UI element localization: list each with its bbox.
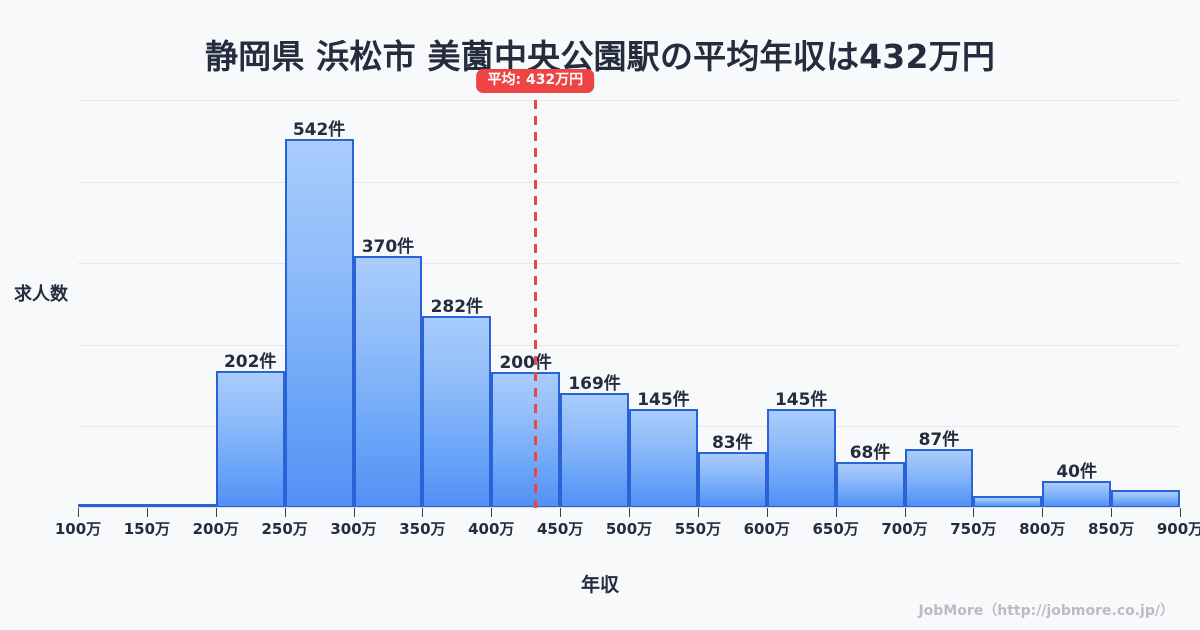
x-axis-tick [215,508,217,517]
x-axis-tick-label: 650万 [812,520,859,538]
x-axis-tick-label: 600万 [743,520,790,538]
bar-value-label: 202件 [223,351,277,372]
bar-value-label: 83件 [711,432,753,453]
gridline [78,344,1180,346]
bar [766,409,836,508]
bar-value-label: 169件 [568,374,621,395]
bar [697,451,767,508]
bar-value-label: 145件 [637,390,690,411]
x-axis-tick-label: 450万 [536,520,584,538]
x-axis-tick [973,508,975,517]
bar-value-label: 40件 [1056,461,1098,482]
x-axis-tick [1180,508,1181,517]
x-axis-tick [284,508,286,517]
gridline [78,100,1180,101]
x-axis-title: 年収 [580,574,619,596]
bar [560,393,629,508]
x-axis-tick [697,508,699,517]
x-axis-tick-label: 150万 [123,520,171,538]
bar [422,316,492,508]
bar [215,370,285,508]
x-axis-tick [78,508,79,517]
x-axis-tick [835,508,837,517]
bar [904,448,974,508]
x-axis-tick-label: 700万 [881,520,928,538]
bar-value-label: 370件 [361,237,415,258]
x-axis-tick-label: 850万 [1087,520,1135,538]
x-axis-tick [1111,508,1113,517]
x-axis-tick [629,508,630,517]
average-line [533,100,537,508]
bar-value-label: 542件 [292,120,346,141]
bar [1042,480,1112,508]
gridline [78,263,1180,265]
bar-value-label: 200件 [499,353,552,373]
x-axis-tick-label: 500万 [605,520,653,538]
x-axis-tick-label: 800万 [1019,520,1066,538]
x-axis-tick-label: 350万 [399,520,446,538]
y-axis-title: 求人数 [14,284,68,305]
page-title: 静岡県 浜松市 美薗中央公園駅の平均年収は432万円 [204,37,996,76]
bar [146,503,216,508]
bar [629,409,698,508]
bar-value-label: 87件 [918,429,960,450]
x-axis-tick [146,508,148,517]
bar-value-label: 145件 [774,390,828,411]
bar-value-label: 282件 [430,297,484,318]
x-axis-tick-label: 400万 [468,520,515,538]
x-axis-line [78,507,1180,508]
plot-area: 202件 542件 370件 282件 200件 169件 145件 83件 145件 68件 87… [55,69,1200,538]
x-axis-tick [766,508,768,517]
footer-watermark: JobMore（http://jobmore.co.jp/） [918,603,1174,619]
gridline [78,181,1180,183]
x-axis-tick [491,508,493,517]
bar [1111,489,1180,508]
bar [491,372,561,508]
x-axis-tick [1042,508,1044,517]
bar [353,256,423,508]
bar [835,461,905,508]
x-axis-tick-label: 300万 [330,520,377,538]
average-badge: 平均: 432万円 [476,69,595,94]
x-axis-tick [353,508,355,517]
bar [284,139,354,508]
x-axis-tick-label: 900万 [1156,520,1200,538]
x-axis-tick-label: 200万 [192,520,239,538]
x-axis-tick-label: 550万 [674,520,722,538]
bar-value-label: 68件 [849,442,891,463]
x-axis-tick [422,508,424,517]
x-axis-tick-label: 250万 [261,520,308,538]
x-axis-tick-label: 750万 [950,520,997,538]
x-axis-tick [560,508,562,517]
x-axis-tick [904,508,906,517]
x-axis-tick-label: 100万 [54,520,102,538]
